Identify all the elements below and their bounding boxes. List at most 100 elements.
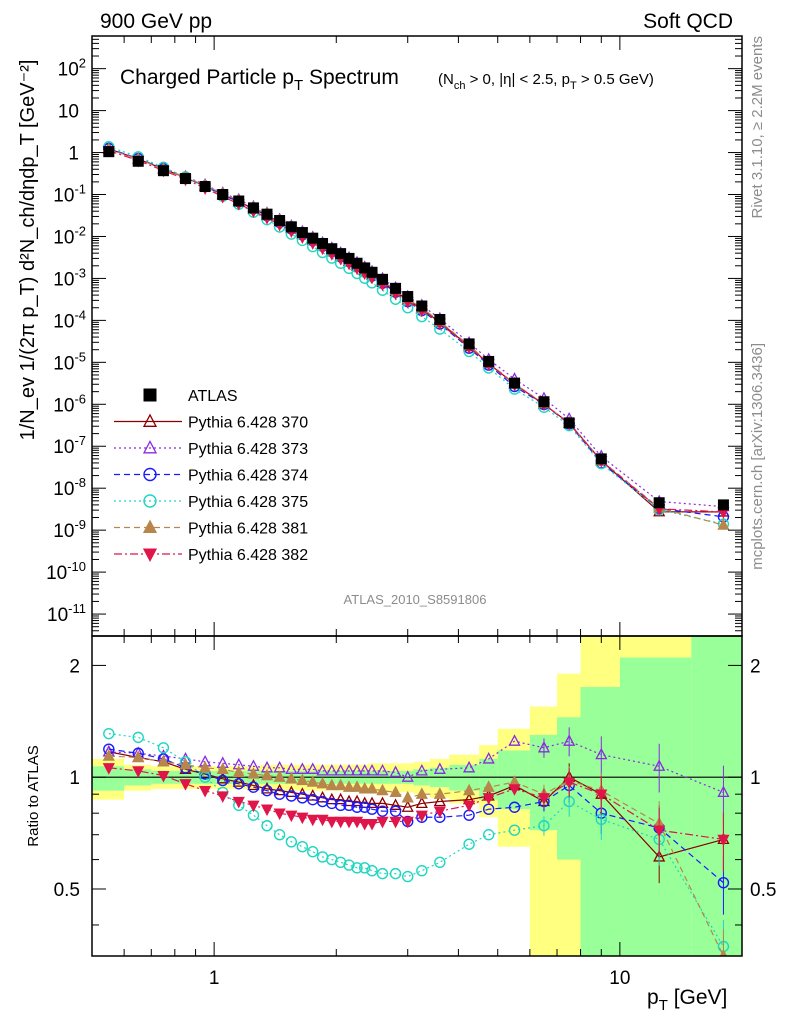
ratio-point-1-16 [342,763,356,776]
atlas-point-13 [317,237,329,249]
ratio-point-5-21 [389,816,402,829]
y-tick-label-11: 1 [68,144,79,165]
ratio-point-2-9 [273,788,286,800]
legend-label-0: Pythia 6.428 370 [188,415,308,432]
main-series [102,141,730,530]
x-axis-label: pT [GeV] [647,986,727,1014]
ratio-point-1-24 [433,762,446,774]
atlas-point-6 [233,195,245,207]
ratio-point-2-8 [261,784,273,797]
legend-label-5: Pythia 6.428 382 [188,547,308,564]
cond-a: (N [438,71,454,88]
ratio-point-0-23 [415,796,428,809]
atlas-point-29 [563,417,575,429]
ratio-point-3-8 [261,820,273,832]
ratio-point-4-19 [365,782,379,794]
ratio-point-0-17 [350,794,364,807]
legend: ATLAS Pythia 6.428 370 Pythia 6.428 373 Pyt… [114,388,308,564]
ratio-point-0-19 [365,796,379,809]
ratio-point-1-18 [358,763,371,776]
ratio-point-4-0 [102,749,115,761]
ratio-point-5-16 [342,816,356,829]
ratio-point-3-23 [416,865,428,877]
ry-tick-label-right-1: 1 [750,768,761,789]
ratio-point-4-23 [415,787,428,799]
header-left: 900 GeV pp [100,10,212,33]
ratio-point-3-21 [389,867,402,880]
ratio-point-5-5 [216,791,229,803]
ratio-point-2-20 [376,805,389,817]
ratio-point-3-25 [463,838,475,850]
mcplots-label: mcplots.cern.ch [arXiv:1306.3436] [749,343,766,570]
ratio-point-1-14 [325,763,338,776]
legend-marker-5 [142,548,158,562]
atlas-point-25 [463,338,475,350]
ratio-point-5-19 [365,818,379,831]
xlabel-sub: T [659,997,668,1014]
ratio-point-4-21 [389,785,402,798]
y-tick-label-4: 10-7 [53,433,86,458]
legend-marker-1 [142,440,158,454]
ratio-point-1-22 [401,770,414,782]
ratio-point-2-19 [366,803,378,815]
ratio-point-0-15 [334,792,347,805]
ratio-point-2-21 [389,805,402,817]
ratio-point-2-7 [247,781,260,793]
ratio-series [102,727,730,956]
ratio-point-1-25 [463,760,476,773]
ratio-point-2-15 [334,799,347,812]
ratio-point-4-8 [260,768,274,781]
ratio-point-4-15 [334,778,347,791]
xlabel-unit: [GeV] [668,986,728,1009]
ratio-point-5-20 [376,816,389,829]
ratio-point-4-13 [316,776,329,789]
ratio-line-1 [108,740,724,793]
y-tick-label-5: 10-6 [53,391,86,416]
ratio-y-label: Ratio to ATLAS [25,745,42,846]
main-point-4-32 [717,518,730,530]
ratio-point-3-1 [132,731,144,744]
ratio-point-4-12 [306,775,319,787]
atlas-point-7 [247,202,259,214]
ratio-point-3-9 [273,829,286,841]
ratio-point-3-22 [402,870,414,883]
ratio-point-1-11 [296,762,309,774]
x-tick-label-1: 10 [609,968,630,989]
ratio-point-0-5 [216,771,229,784]
ratio-point-1-19 [365,763,379,776]
legend-marker-atlas [143,388,157,402]
ratio-point-4-22 [401,790,414,803]
ratio-point-3-2 [157,742,170,754]
ratio-point-5-9 [273,808,286,821]
ratio-point-1-15 [334,763,347,776]
cond-sub2: T [570,80,577,92]
ratio-point-5-25 [463,800,476,813]
ratio-point-5-10 [285,810,298,823]
ratio-point-0-8 [260,782,274,794]
legend-marker-3 [143,494,157,508]
ratio-point-4-1 [132,750,145,763]
y-tick-label-13: 102 [58,56,86,81]
ratio-point-0-21 [389,798,402,810]
legend-marker-0 [142,413,158,427]
legend-label-4: Pythia 6.428 381 [188,521,308,538]
ratio-point-5-15 [334,816,347,829]
atlas-point-23 [416,300,428,312]
atlas-point-12 [307,232,319,244]
ratio-point-4-26 [482,780,495,792]
ratio-point-0-20 [376,796,389,809]
y-tick-label-2: 10-9 [53,517,86,542]
ratio-point-4-5 [216,762,229,774]
ratio-frame [91,635,743,957]
ratio-point-4-17 [350,780,364,792]
ratio-point-4-16 [342,780,356,792]
ratio-point-5-11 [296,812,309,825]
ratio-point-4-25 [463,783,476,796]
ratio-point-3-10 [285,836,298,848]
legend-marker-2 [143,467,157,482]
main-title-conditions: (Nch > 0, |η| < 2.5, pT > 0.5 GeV) [438,71,654,92]
ratio-point-3-16 [343,859,355,871]
atlas-point-11 [296,227,308,239]
ratio-point-2-18 [358,801,371,813]
ratio-point-1-13 [316,763,329,776]
